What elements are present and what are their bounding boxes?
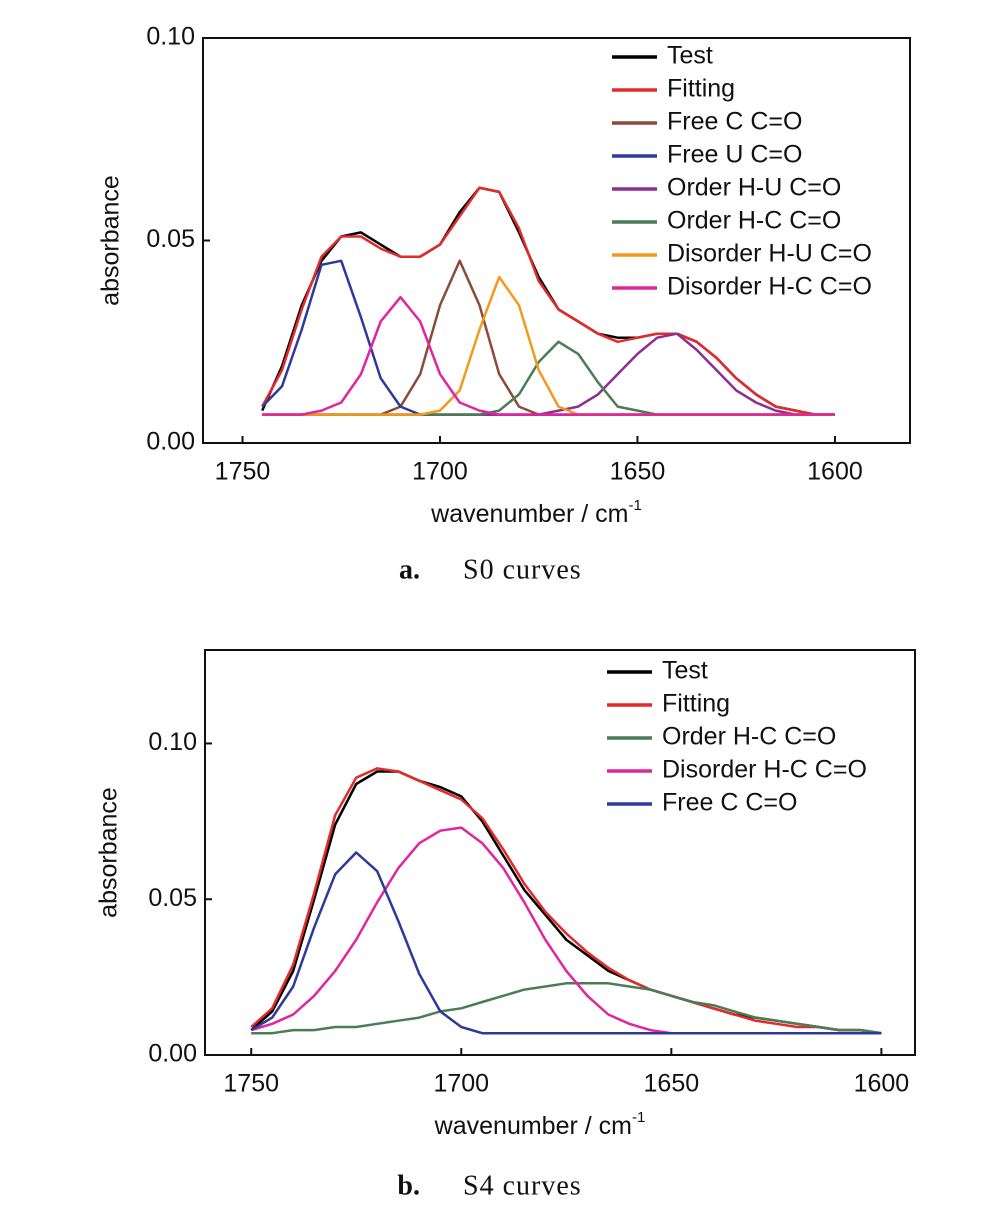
x-tick-label: 1750 xyxy=(215,458,271,486)
y-axis-label: absorbance xyxy=(97,175,125,306)
legend-label: Disorder H-C C=O xyxy=(667,273,872,301)
series-line xyxy=(262,332,835,416)
legend-label: Disorder H-U C=O xyxy=(667,240,872,268)
x-tick-label: 1650 xyxy=(644,1070,700,1098)
x-axis-label: wavenumber / cm-1 xyxy=(430,497,642,528)
legend-label: Disorder H-C C=O xyxy=(662,756,867,784)
legend-label: Test xyxy=(662,657,708,685)
y-tick-label: 0.10 xyxy=(148,728,197,756)
legend-label: Fitting xyxy=(662,690,730,718)
y-tick-label: 0.00 xyxy=(148,1040,197,1068)
plot-frame xyxy=(204,649,916,1056)
caption-label: b. xyxy=(397,1170,420,1201)
x-tick-label: 1600 xyxy=(854,1070,910,1098)
x-tick-label: 1700 xyxy=(412,458,468,486)
series-line xyxy=(250,767,882,1035)
y-tick-label: 0.00 xyxy=(146,428,195,456)
legend-label: Test xyxy=(667,42,713,70)
series-line xyxy=(250,851,882,1035)
legend-label: Order H-C C=O xyxy=(667,207,841,235)
y-axis-label: absorbance xyxy=(95,787,123,918)
legend-label: Order H-C C=O xyxy=(662,723,836,751)
x-axis-label-sup: -1 xyxy=(632,1109,645,1126)
y-tick-label: 0.10 xyxy=(146,23,195,51)
x-axis-label-text: wavenumber / cm xyxy=(434,1112,632,1140)
legend-label: Free C C=O xyxy=(662,789,797,817)
series-line xyxy=(261,186,835,416)
x-axis-label-sup: -1 xyxy=(628,497,641,514)
caption-label: a. xyxy=(399,554,420,585)
series-line xyxy=(262,340,835,416)
x-tick-label: 1600 xyxy=(807,458,863,486)
y-tick-label: 0.05 xyxy=(146,225,195,253)
series-line xyxy=(251,982,882,1035)
caption: S0 curves xyxy=(463,554,582,585)
legend-label: Fitting xyxy=(667,75,735,103)
x-axis-label: wavenumber / cm-1 xyxy=(434,1109,646,1140)
legend-label: Order H-U C=O xyxy=(667,174,841,202)
series-line xyxy=(262,295,835,416)
caption: S4 curves xyxy=(463,1170,582,1201)
legend-label: Free C C=O xyxy=(667,108,802,136)
y-tick-label: 0.05 xyxy=(148,884,197,912)
legend-label: Free U C=O xyxy=(667,141,802,169)
x-tick-label: 1650 xyxy=(610,458,666,486)
x-tick-label: 1750 xyxy=(223,1070,279,1098)
x-axis-label-text: wavenumber / cm xyxy=(430,500,628,528)
series-line xyxy=(250,826,882,1035)
x-tick-label: 1700 xyxy=(433,1070,489,1098)
